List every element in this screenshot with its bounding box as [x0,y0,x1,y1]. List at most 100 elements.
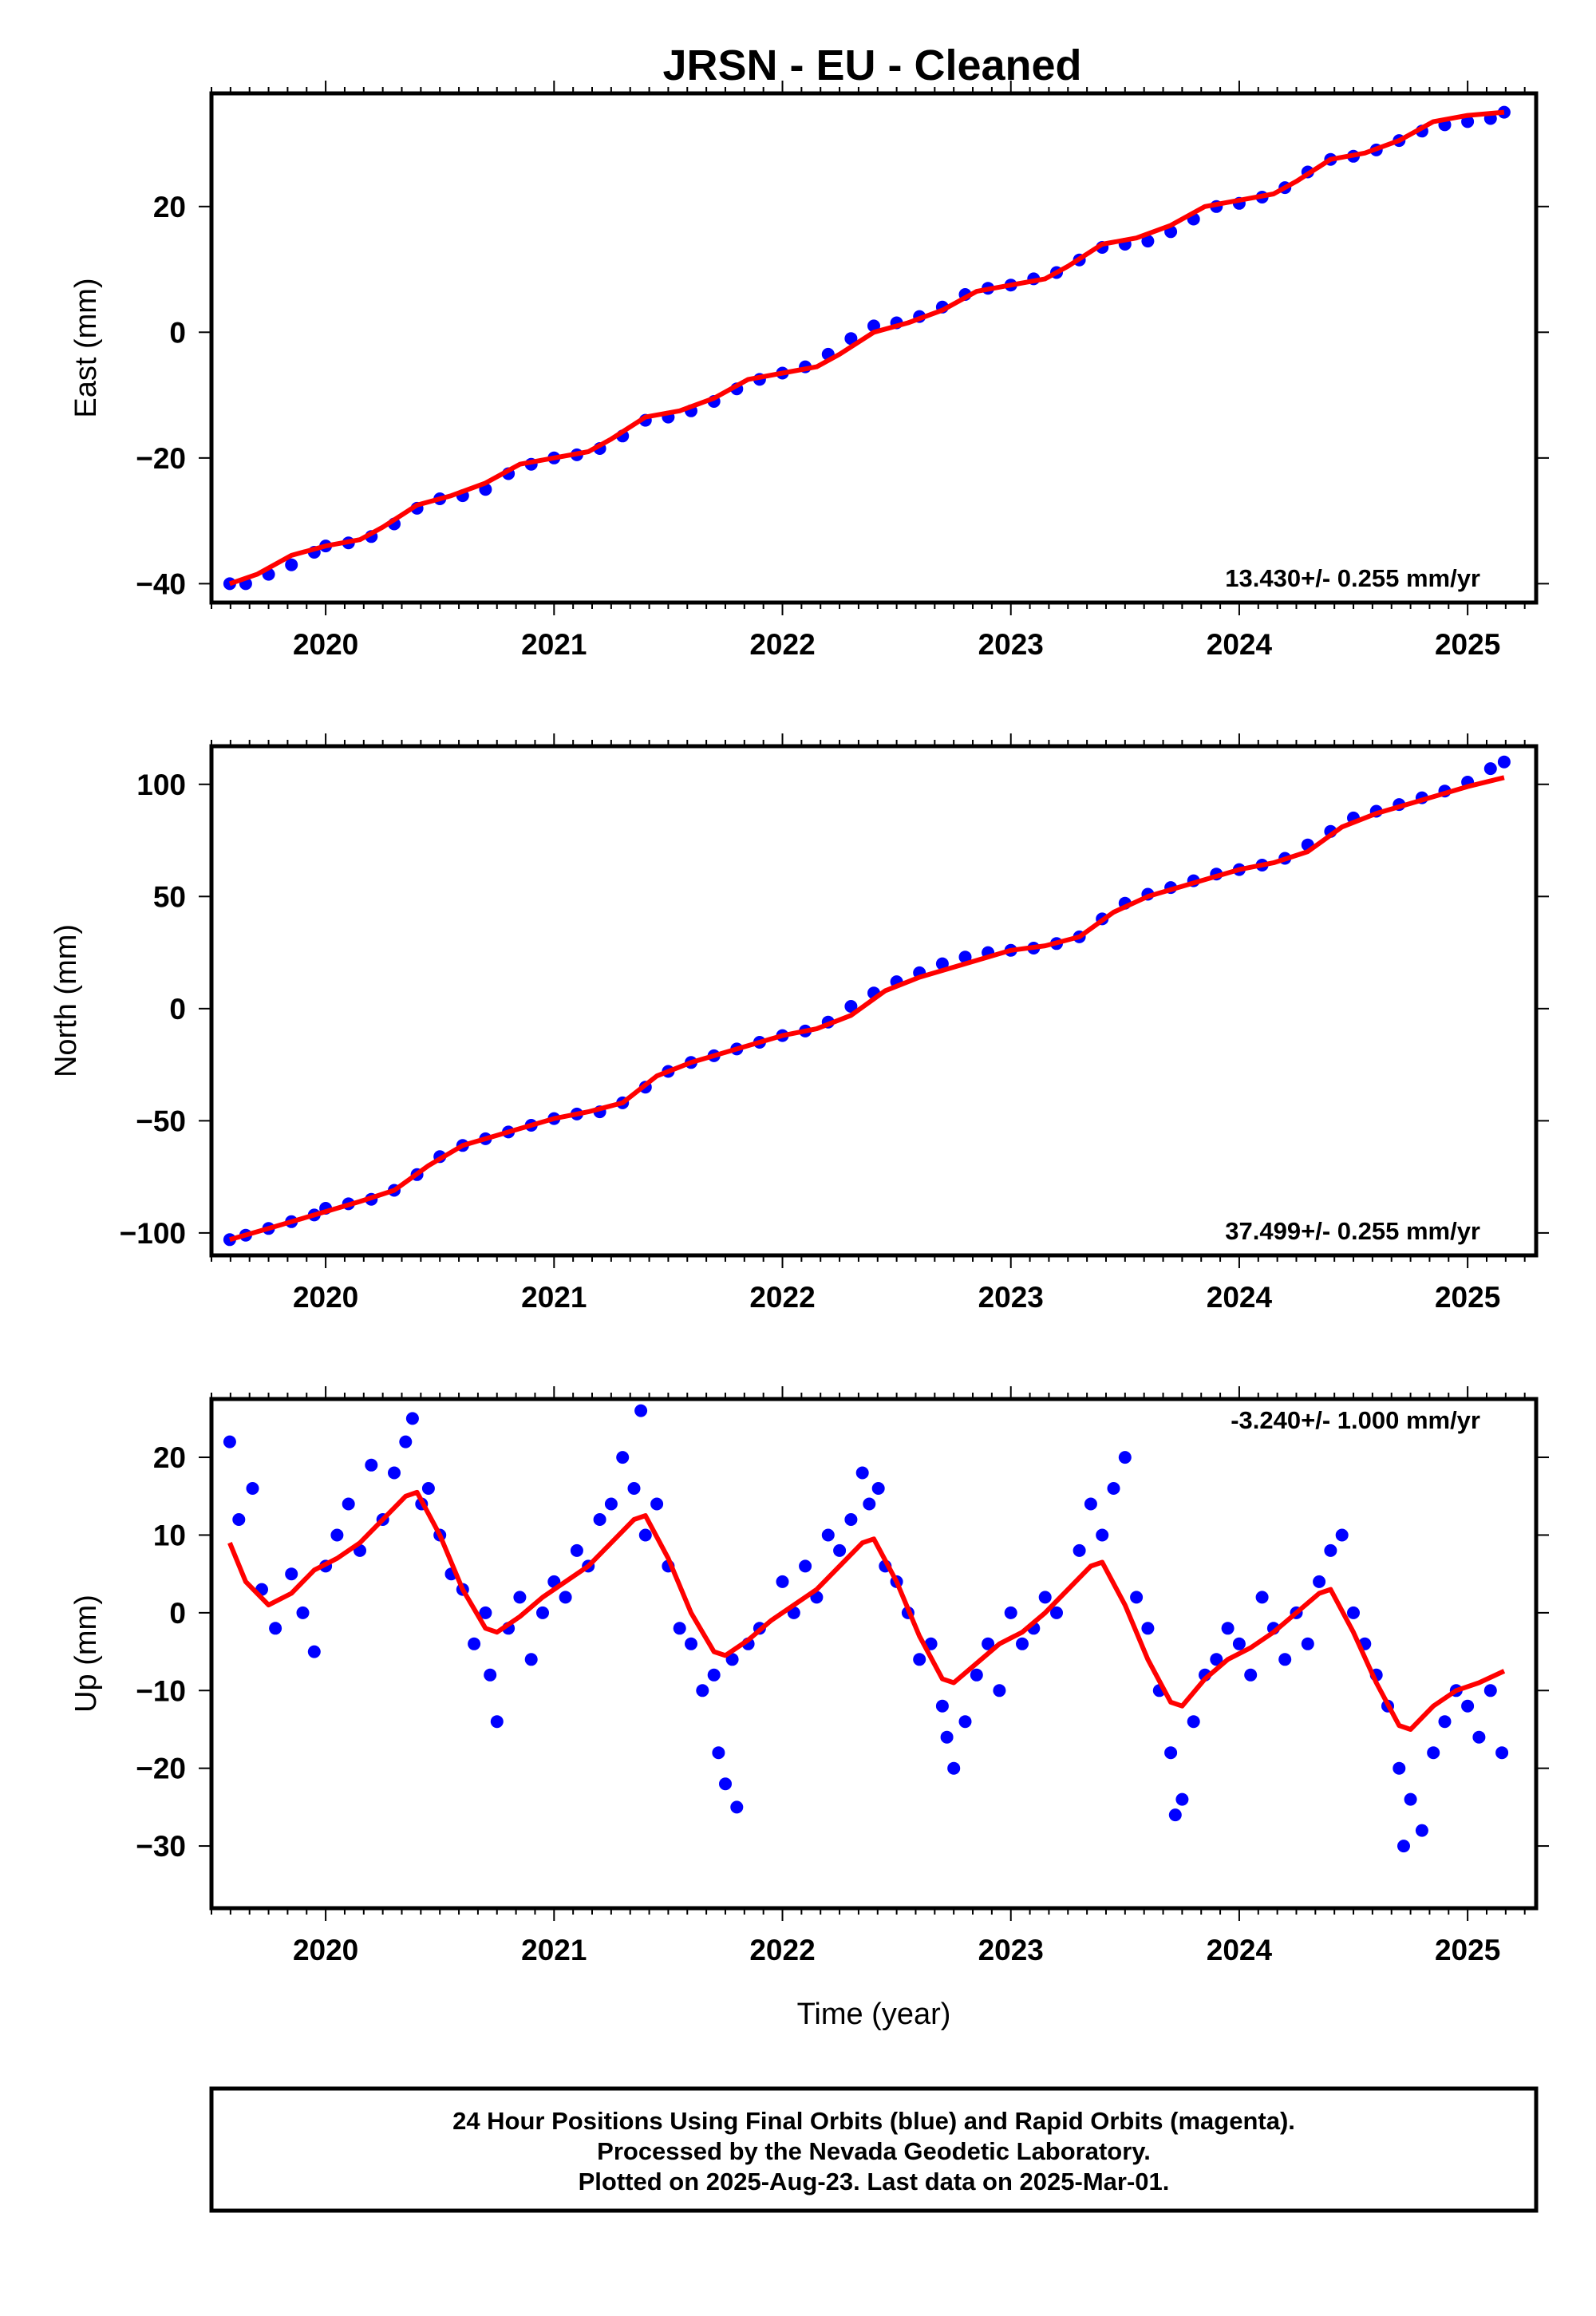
data-point [712,1746,725,1760]
data-points [223,105,1511,591]
data-point [223,1435,236,1448]
data-point [685,1637,697,1650]
velocity-label: -3.240+/- 1.000 mm/yr [1231,1406,1480,1434]
data-point [958,1715,972,1729]
velocity-label: 13.430+/- 0.255 mm/yr [1225,564,1480,592]
data-point [468,1637,481,1650]
x-ticks [211,1386,1526,1921]
data-point [1427,1746,1440,1760]
data-point [821,1528,835,1542]
data-point [863,1497,876,1511]
y-tick-label: −30 [136,1830,186,1863]
footer-box: 24 Hour Positions Using Final Orbits (bl… [209,2086,1539,2213]
x-tick-label: 2021 [521,1934,587,1966]
data-point [833,1543,847,1557]
data-point [1497,755,1511,769]
data-points [223,1404,1509,1853]
data-point [1164,1746,1178,1760]
data-point [1472,1730,1486,1744]
data-point [1118,1451,1132,1464]
data-point [958,951,972,964]
data-point [1130,1591,1144,1604]
data-point [524,1653,538,1666]
data-point [1168,1808,1182,1822]
y-axis-label: North (mm) [49,924,83,1077]
data-point [1187,1715,1200,1729]
data-point [1347,1606,1360,1619]
y-tick-label: 10 [153,1519,186,1551]
x-tick-label: 2020 [293,1281,358,1314]
y-tick-label: −10 [136,1674,186,1707]
footer-line-1: 24 Hour Positions Using Final Orbits (bl… [452,2107,1295,2135]
x-tick-label: 2021 [521,1281,587,1314]
data-point [246,1482,259,1495]
y-tick-label: 50 [153,880,186,913]
y-tick-label: 0 [169,316,186,349]
data-point [970,1668,983,1682]
data-point [536,1606,549,1619]
up-panel: 2020 2021 2022 2023 2024 2025 −30 −20 −10 0 10 20 Up… [69,1386,1549,2031]
data-point [730,1800,744,1814]
data-point [650,1497,664,1511]
y-axis-label: Up (mm) [69,1595,103,1713]
data-point [570,1543,583,1557]
data-point [285,558,298,571]
model-fit-line [229,775,1505,1243]
data-point [1393,1761,1406,1775]
data-point [947,1761,961,1775]
data-point [342,1497,355,1511]
data-point [1255,1591,1269,1604]
plot-frame [209,1397,1539,1911]
x-tick-label: 2024 [1207,1934,1273,1966]
data-point [719,1777,732,1791]
y-tick-label: −20 [136,442,186,475]
data-point [634,1404,648,1417]
data-point [1073,1543,1086,1557]
data-point [1483,762,1497,776]
data-point [1038,1591,1052,1604]
data-point [982,1637,995,1650]
data-point [330,1528,344,1542]
x-tick-label: 2025 [1435,628,1500,661]
data-point [388,1466,401,1480]
data-point [935,957,949,970]
data-point [593,1513,606,1526]
data-point [1495,1746,1509,1760]
x-tick-label: 2025 [1435,1934,1500,1966]
y-tick-label: 20 [153,1441,186,1474]
data-point [1461,1699,1475,1713]
data-point [1313,1575,1326,1588]
x-tick-label: 2020 [293,628,358,661]
data-point [1483,1684,1497,1697]
data-point [269,1622,282,1635]
data-point [604,1497,618,1511]
data-point [405,1412,419,1425]
data-point [1438,1715,1452,1729]
data-point [1107,1482,1120,1495]
plot-frame [209,91,1539,605]
y-tick-label: 100 [136,769,186,801]
data-point [307,1645,321,1658]
y-axis-label: East (mm) [69,278,103,417]
x-tick-label: 2023 [978,1281,1044,1314]
data-point [421,1482,435,1495]
plot-area [223,1404,1509,1853]
data-point [1232,1637,1246,1650]
data-point [484,1668,497,1682]
north-panel: 2020 2021 2022 2023 2024 2025 −100 −50 0 50 100 Nor… [49,733,1549,1314]
figure-title: JRSN - EU - Cleaned [662,41,1081,89]
x-axis-label: Time (year) [797,1998,951,2031]
data-point [1141,235,1155,248]
data-point [296,1606,310,1619]
footer-line-3: Plotted on 2025-Aug-23. Last data on 202… [579,2168,1170,2195]
data-point [616,1451,630,1464]
data-point [1016,1637,1029,1650]
x-tick-label: 2023 [978,628,1044,661]
data-point [490,1715,504,1729]
data-point [1221,1622,1235,1635]
data-point [513,1591,527,1604]
y-tick-label: −50 [136,1105,186,1137]
data-point [1301,1637,1314,1650]
data-point [1084,1497,1097,1511]
